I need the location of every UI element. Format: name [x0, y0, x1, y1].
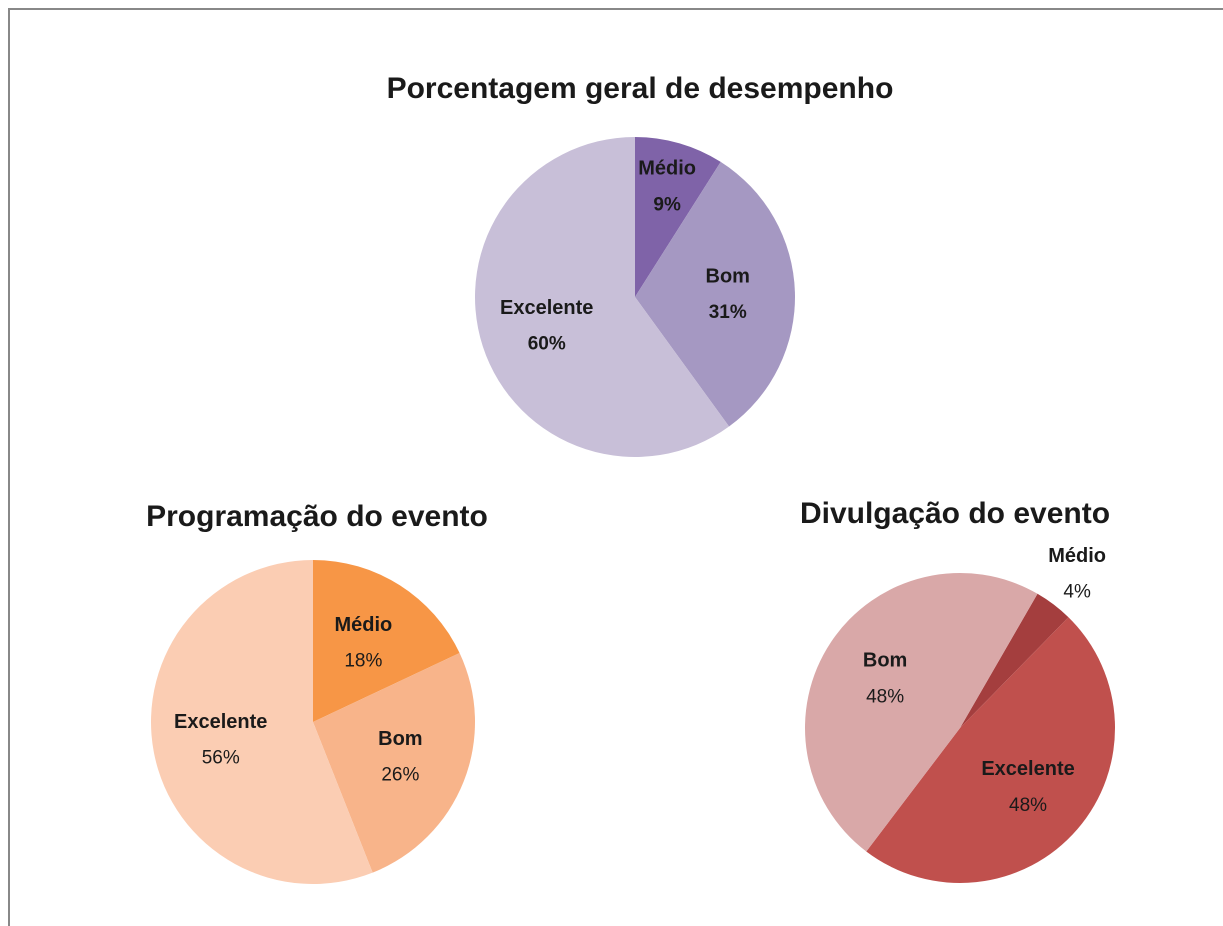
frame [8, 8, 1223, 926]
pie-slice [313, 653, 475, 873]
slice-value: 56% [202, 748, 240, 769]
pie-slice [151, 560, 373, 884]
slice-value: 48% [1009, 795, 1047, 816]
slice-value: 9% [653, 194, 681, 215]
pie-slice [960, 593, 1069, 728]
pie-slice [635, 137, 721, 297]
slice-label: Bom [706, 265, 750, 287]
chart-title: Programação do evento [146, 500, 488, 533]
slice-label: Excelente [981, 758, 1074, 780]
slice-value: 26% [381, 765, 419, 786]
chart-title: Divulgação do evento [800, 497, 1110, 530]
pie-slice [866, 617, 1116, 884]
slice-label: Bom [378, 728, 422, 750]
slice-label: Médio [638, 158, 696, 180]
chart-title: Porcentagem geral de desempenho [387, 72, 894, 105]
slice-label: Excelente [500, 297, 593, 319]
pie-slice [475, 137, 730, 457]
pie-slice [804, 572, 1038, 852]
slice-label: Excelente [174, 711, 267, 733]
pie-slice [635, 161, 795, 427]
slice-value: 48% [866, 686, 904, 707]
slice-value: 4% [1063, 582, 1091, 603]
slice-label: Médio [334, 614, 392, 636]
slice-value: 31% [709, 302, 747, 323]
slice-label: Bom [863, 650, 907, 672]
slice-label: Médio [1048, 545, 1106, 567]
pie-slice [313, 560, 460, 722]
slice-value: 60% [528, 334, 566, 355]
slice-value: 18% [344, 651, 382, 672]
